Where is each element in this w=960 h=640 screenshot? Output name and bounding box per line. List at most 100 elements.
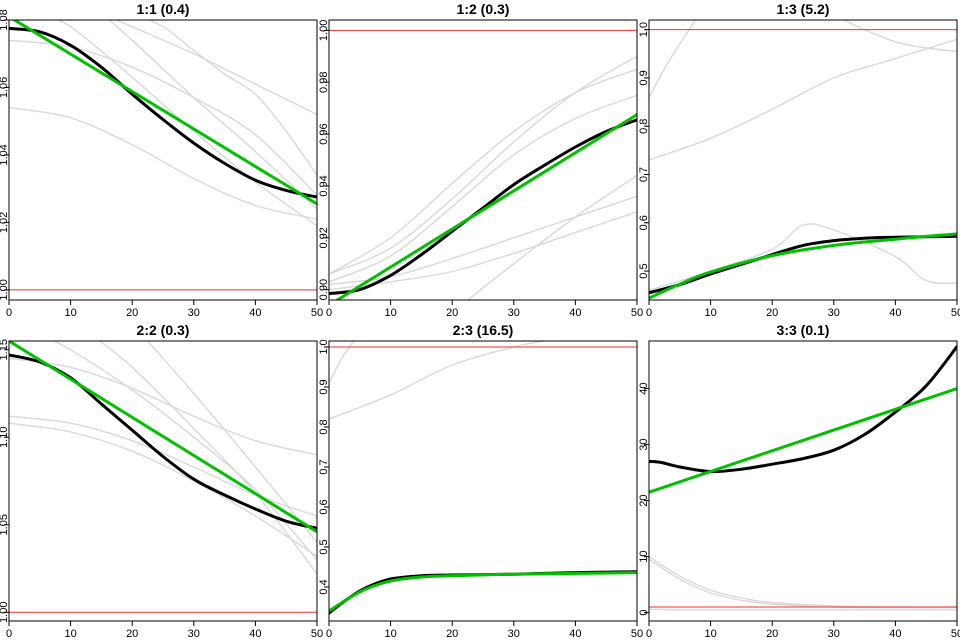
background-curve (649, 20, 697, 98)
background-curve (329, 55, 637, 275)
fit-curve (329, 570, 637, 615)
background-curve (842, 20, 957, 53)
y-tick-label: 30 (638, 438, 650, 450)
plot-area (9, 20, 317, 291)
background-curve (649, 38, 957, 161)
x-tick-label: 10 (704, 628, 716, 640)
background-curve (466, 174, 637, 300)
x-tick-label: 40 (569, 628, 581, 640)
plot-area (329, 341, 637, 615)
y-tick-label: 0.6 (318, 499, 330, 514)
plot-frame (328, 19, 638, 301)
y-tick-label: 0.98 (318, 72, 330, 93)
y-tick-label: 0.9 (318, 379, 330, 394)
y-tick-label: 0.8 (638, 119, 650, 134)
x-tick-label: 20 (446, 307, 458, 319)
y-tick-label: 10 (638, 550, 650, 562)
y-tick-label: 0.9 (638, 70, 650, 85)
x-tick-label: 30 (508, 628, 520, 640)
x-tick-label: 40 (889, 307, 901, 319)
x-tick-label: 50 (631, 307, 643, 319)
x-tick-label: 40 (249, 307, 261, 319)
x-tick-label: 40 (889, 628, 901, 640)
background-curve (649, 608, 957, 611)
plot-area (649, 345, 957, 611)
y-tick-label: 0.6 (638, 215, 650, 230)
x-tick-label: 0 (646, 628, 652, 640)
panel-title: 1:1 (0.4) (137, 1, 190, 17)
y-tick-label: 20 (638, 494, 650, 506)
x-tick-label: 20 (766, 628, 778, 640)
plot-area (329, 29, 637, 300)
x-tick-label: 0 (646, 307, 652, 319)
linear-fit-line (329, 571, 637, 613)
background-curve (9, 107, 317, 220)
y-tick-label: 1.15 (0, 339, 10, 360)
x-tick-label: 10 (64, 307, 76, 319)
x-tick-label: 0 (6, 307, 12, 319)
x-tick-label: 50 (311, 628, 323, 640)
panel-1: 1:1 (0.4) 0 10 20 30 40 50 1.00 1.02 1.04 1.06 1.08 (0, 1, 323, 319)
plot-frame (328, 340, 638, 622)
x-tick-label: 10 (64, 628, 76, 640)
background-curve (9, 415, 317, 517)
background-curve (329, 211, 637, 291)
x-tick-label: 40 (249, 628, 261, 640)
panel-3: 1:3 (5.2) 0 10 20 30 40 50 0.5 0.6 0.7 0.8 0.9 1.0 (638, 1, 960, 319)
panel-6: 3:3 (0.1) 0 10 20 30 40 50 0 10 20 30 40 (638, 322, 960, 640)
y-tick-label: 0 (638, 610, 650, 616)
panel-5: 2:3 (16.5) 0 10 20 30 40 50 0.4 0.5 0.6 0.7 0.8 0.9 1… (318, 322, 643, 640)
linear-fit-line (649, 232, 957, 300)
panel-title: 1:3 (5.2) (777, 1, 830, 17)
x-tick-label: 30 (188, 307, 200, 319)
x-tick-label: 20 (126, 628, 138, 640)
y-tick-label: 1.10 (0, 427, 10, 448)
panel-title: 2:3 (16.5) (453, 322, 514, 338)
y-tick-label: 1.08 (0, 9, 10, 30)
x-tick-label: 30 (828, 307, 840, 319)
background-curve (146, 341, 317, 543)
background-curve (9, 357, 317, 456)
linear-fit-line (334, 113, 637, 300)
background-curve (115, 20, 317, 116)
panel-title: 2:2 (0.3) (137, 322, 190, 338)
x-tick-label: 30 (508, 307, 520, 319)
background-curve (329, 68, 637, 275)
y-tick-label: 1.00 (0, 279, 10, 300)
y-tick-label: 0.94 (318, 175, 330, 196)
x-tick-label: 20 (126, 307, 138, 319)
panel-title: 1:2 (0.3) (457, 1, 510, 17)
background-curve (649, 555, 957, 608)
background-curve (57, 20, 317, 227)
panel-2: 1:2 (0.3) 0 10 20 30 40 50 0.90 0.92 0.94 0.96 0.98… (318, 1, 643, 319)
background-curve (329, 94, 637, 283)
x-tick-label: 40 (569, 307, 581, 319)
fit-curve (9, 26, 317, 199)
x-tick-label: 20 (766, 307, 778, 319)
x-tick-label: 0 (326, 628, 332, 640)
background-curve (98, 341, 317, 575)
y-tick-label: 1.00 (318, 20, 330, 41)
plot-frame (8, 19, 318, 301)
y-tick-label: 1.04 (0, 144, 10, 165)
fit-curve (329, 118, 637, 295)
x-tick-label: 10 (384, 628, 396, 640)
y-tick-label: 40 (638, 382, 650, 394)
panel-4: 2:2 (0.3) 0 10 20 30 40 50 1.00 1.05 1.10 1.15 (0, 322, 323, 640)
x-tick-label: 50 (631, 628, 643, 640)
plot-area (9, 341, 317, 613)
background-curve (649, 558, 957, 609)
panel-title: 3:3 (0.1) (777, 322, 830, 338)
background-curve (108, 20, 317, 210)
y-tick-label: 0.5 (318, 539, 330, 554)
x-tick-label: 50 (951, 628, 960, 640)
x-tick-label: 10 (384, 307, 396, 319)
y-tick-label: 1.05 (0, 514, 10, 535)
y-tick-label: 1.02 (0, 212, 10, 233)
linear-fit-line (11, 20, 317, 206)
plot-frame (648, 19, 958, 301)
y-tick-label: 1.00 (0, 602, 10, 623)
plot-frame (648, 340, 958, 622)
x-tick-label: 20 (446, 628, 458, 640)
y-tick-label: 0.7 (638, 167, 650, 182)
